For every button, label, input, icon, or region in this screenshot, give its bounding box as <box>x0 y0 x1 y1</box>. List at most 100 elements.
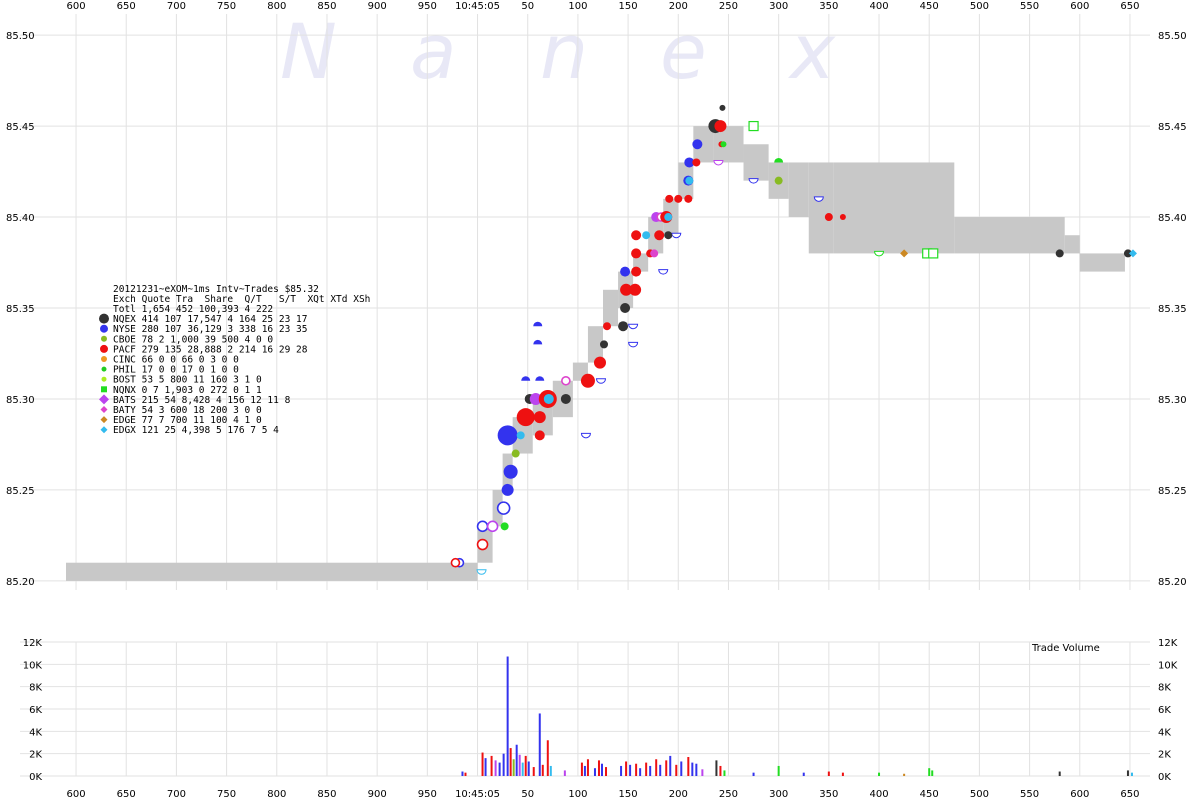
time-tick-top: 700 <box>167 1 186 12</box>
volume-bar <box>827 771 830 776</box>
trade-marker <box>620 283 633 296</box>
time-tick-bottom: 950 <box>418 789 437 800</box>
volume-bar <box>583 765 586 776</box>
nbbo-segment <box>833 162 955 254</box>
volume-bar <box>715 760 718 776</box>
trade-marker <box>600 340 609 349</box>
time-tick-top: 900 <box>368 1 387 12</box>
time-tick-top: 650 <box>1120 1 1139 12</box>
volume-bar <box>777 765 780 776</box>
trade-marker <box>529 392 542 405</box>
quote-marker <box>521 376 531 381</box>
quote-marker <box>928 248 939 259</box>
volume-bar <box>903 773 906 776</box>
time-tick-bottom: 850 <box>317 789 336 800</box>
legend-row: BATY 54 3 600 18 200 3 0 0 <box>113 405 262 416</box>
trade-marker <box>620 266 631 277</box>
watermark-letter: a <box>410 7 457 96</box>
time-tick-top: 50 <box>521 1 534 12</box>
volume-bar <box>620 765 623 776</box>
price-tick-left: 85.50 <box>6 31 35 42</box>
volume-bar <box>506 656 509 776</box>
quote-marker <box>535 376 545 381</box>
watermark-letter: x <box>788 7 836 96</box>
volume-bar <box>878 772 881 776</box>
volume-bar <box>649 765 652 776</box>
legend-marker <box>100 406 108 413</box>
price-tick-right: 85.35 <box>1158 304 1187 315</box>
volume-bar <box>841 772 844 776</box>
trade-marker <box>774 176 783 185</box>
time-tick-top: 250 <box>719 1 738 12</box>
axis-labels: 600 600 650 650 700 700 750 750 800 800 850 850 900 9… <box>6 1 1187 800</box>
trade-marker <box>824 213 833 222</box>
time-tick-bottom: 550 <box>1020 789 1039 800</box>
volume-bar <box>1130 772 1133 776</box>
time-tick-top: 550 <box>1020 1 1039 12</box>
volume-bar <box>665 760 668 776</box>
trade-marker <box>684 157 695 168</box>
price-tick-right: 85.50 <box>1158 31 1187 42</box>
time-tick-top: 850 <box>317 1 336 12</box>
trade-marker <box>1128 249 1137 258</box>
legend-row: Totl 1,654 452 100,393 4 222 <box>113 304 273 315</box>
price-tick-left: 85.40 <box>6 213 35 224</box>
time-tick-top: 450 <box>920 1 939 12</box>
time-tick-top: 300 <box>769 1 788 12</box>
trade-marker <box>684 194 693 203</box>
volume-bar <box>498 762 501 776</box>
trade-marker <box>719 104 726 111</box>
volume-tick-right: 2K <box>1158 750 1171 761</box>
volume-bar <box>695 763 698 776</box>
trade-marker <box>692 158 701 167</box>
watermark-letter: e <box>660 7 707 96</box>
volume-bar <box>597 760 600 776</box>
nbbo-segment <box>1079 253 1125 272</box>
trade-marker <box>714 120 727 133</box>
nbbo-segment <box>66 562 478 581</box>
trade-marker <box>1055 249 1064 258</box>
time-tick-top: 350 <box>819 1 838 12</box>
quote-marker <box>748 120 759 132</box>
price-tick-left: 85.45 <box>6 122 35 133</box>
volume-tick-right: 0K <box>1158 772 1171 783</box>
volume-bar <box>563 770 566 776</box>
time-tick-top: 10:45:05 <box>455 1 500 12</box>
time-tick-bottom: 650 <box>1120 789 1139 800</box>
trade-marker <box>450 557 461 568</box>
trade-marker <box>501 483 514 496</box>
quote-marker <box>713 159 724 166</box>
legend-marker <box>101 386 107 393</box>
volume-tick-left: 10K <box>23 660 43 671</box>
trade-marker <box>561 375 571 386</box>
trade-marker <box>543 393 554 404</box>
trade-marker <box>685 176 694 185</box>
volume-bar <box>502 753 505 776</box>
trade-marker <box>631 248 642 259</box>
legend-row: CBOE 78 2 1,000 39 500 4 0 0 <box>113 334 273 345</box>
time-tick-bottom: 500 <box>970 789 989 800</box>
legend-marker <box>101 376 107 382</box>
price-tick-left: 85.20 <box>6 577 35 588</box>
volume-bar <box>527 761 530 776</box>
trade-marker <box>486 520 499 533</box>
trade-marker <box>496 501 511 515</box>
time-tick-bottom: 700 <box>167 789 186 800</box>
nbbo-segment <box>603 289 619 327</box>
quote-marker <box>628 341 639 348</box>
legend-row: EDGX 121 25 4,398 5 176 7 5 4 <box>113 425 279 436</box>
volume-bar <box>461 771 464 776</box>
trade-marker <box>516 408 535 427</box>
volume-bar <box>687 757 690 776</box>
trade-marker <box>497 425 518 446</box>
volume-bar <box>600 763 603 776</box>
quote-marker <box>748 178 759 184</box>
volume-bar <box>509 748 512 776</box>
trade-marker <box>674 194 683 203</box>
legend-row: EDGE 77 7 700 11 100 4 1 0 <box>113 415 262 426</box>
time-tick-top: 500 <box>970 1 989 12</box>
trade-marker <box>692 139 703 150</box>
time-tick-top: 400 <box>869 1 888 12</box>
legend-marker <box>99 313 109 324</box>
